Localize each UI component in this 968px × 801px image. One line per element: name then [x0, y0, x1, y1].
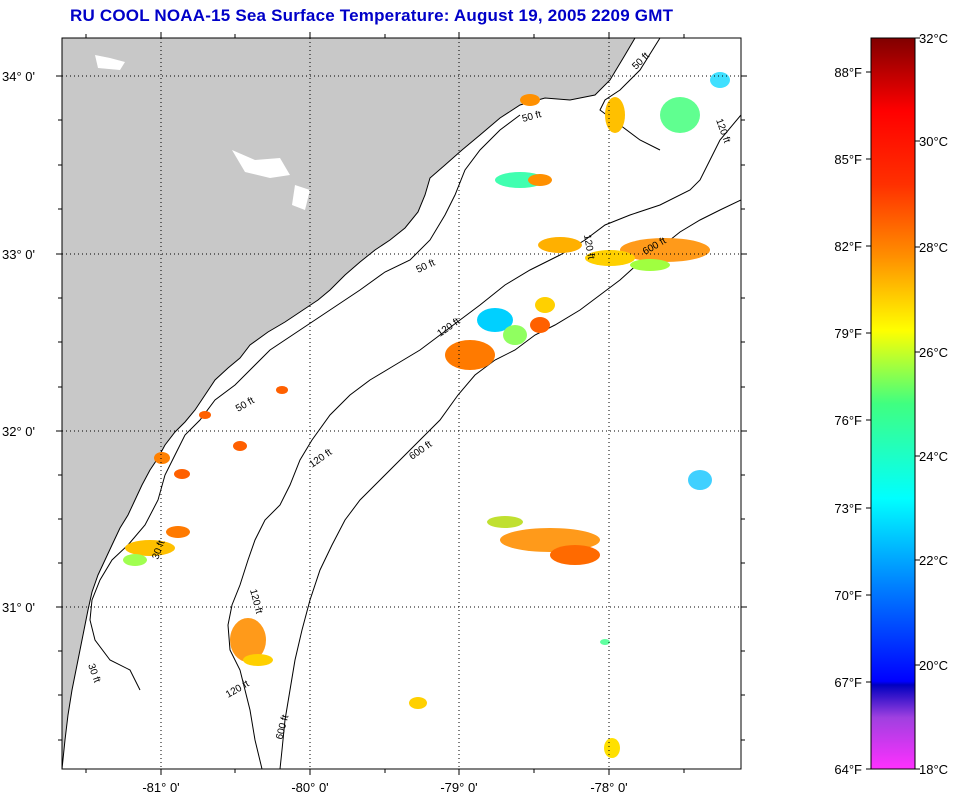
colorbar-c-label: 18°C	[919, 762, 948, 777]
colorbar-c-label: 26°C	[919, 345, 948, 360]
map-area: 50 ft 50 ft 50 ft 50 ft 120 ft 120 ft 12…	[62, 38, 741, 769]
lon-label: -78° 0'	[590, 780, 627, 795]
contour-label: 120 ft	[581, 234, 596, 261]
colorbar-c-label: 20°C	[919, 658, 948, 673]
colorbar-f-label: 82°F	[834, 239, 862, 254]
lat-label: 34° 0'	[2, 69, 35, 84]
colorbar-c-label: 28°C	[919, 240, 948, 255]
colorbar-f-label: 64°F	[834, 762, 862, 777]
colorbar-f-label: 67°F	[834, 675, 862, 690]
colorbar-f-label: 85°F	[834, 152, 862, 167]
map-title: RU COOL NOAA-15 Sea Surface Temperature:…	[70, 6, 674, 25]
colorbar-f-label: 73°F	[834, 501, 862, 516]
lat-label: 31° 0'	[2, 600, 35, 615]
map-border	[61, 37, 742, 770]
lake-moultrie	[292, 185, 310, 210]
lake-marion	[232, 150, 290, 178]
colorbar-c-label: 24°C	[919, 449, 948, 464]
colorbar-ticks	[866, 37, 920, 770]
colorbar-c-label: 22°C	[919, 553, 948, 568]
contour-50ft	[89, 38, 661, 691]
colorbar-c-label: 32°C	[919, 31, 948, 46]
colorbar-f-label: 70°F	[834, 588, 862, 603]
colorbar-c-label: 30°C	[919, 134, 948, 149]
contour-120ft	[227, 114, 741, 769]
colorbar-f-label: 79°F	[834, 326, 862, 341]
sst-patches	[123, 72, 730, 758]
lon-label: -79° 0'	[440, 780, 477, 795]
contour-label: 50 ft	[521, 109, 543, 125]
colorbar-f-label: 76°F	[834, 413, 862, 428]
land-mass	[62, 38, 636, 769]
lake-north	[95, 55, 125, 70]
lat-label: 33° 0'	[2, 247, 35, 262]
lon-label: -80° 0'	[291, 780, 328, 795]
map-ticks	[56, 32, 747, 775]
lon-label: -81° 0'	[142, 780, 179, 795]
colorbar	[870, 37, 916, 770]
lat-label: 32° 0'	[2, 424, 35, 439]
colorbar-f-label: 88°F	[834, 65, 862, 80]
